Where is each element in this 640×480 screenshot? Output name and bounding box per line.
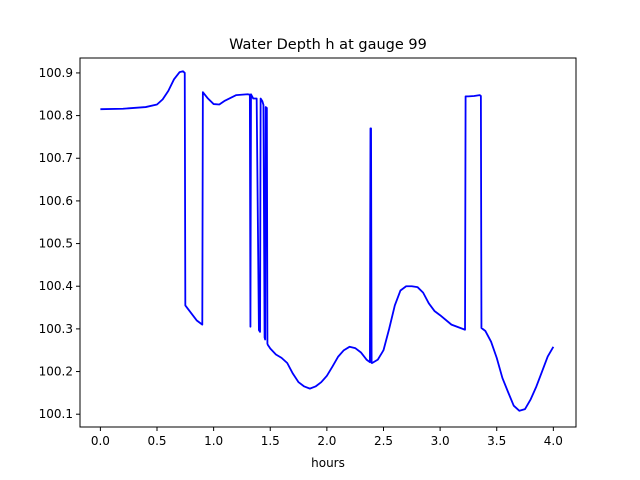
y-axis: 100.1 100.2 100.3 100.4 100.5 100.6 100.7 100.8… bbox=[39, 66, 80, 421]
y-tick-label: 100.8 bbox=[39, 109, 73, 123]
x-tick-label: 2.0 bbox=[317, 434, 336, 448]
water-depth-series-line bbox=[100, 70, 555, 412]
y-tick-label: 100.2 bbox=[39, 365, 73, 379]
x-tick-label: 1.5 bbox=[261, 434, 280, 448]
x-tick-label: 1.0 bbox=[204, 434, 223, 448]
x-tick-label: 0.5 bbox=[147, 434, 166, 448]
plot-area bbox=[100, 70, 555, 412]
y-tick-label: 100.1 bbox=[39, 407, 73, 421]
x-tick-label: 3.5 bbox=[487, 434, 506, 448]
x-tick-label: 2.5 bbox=[374, 434, 393, 448]
x-axis: 0.0 0.5 1.0 1.5 2.0 2.5 3.0 3.5 4.0 bbox=[91, 427, 563, 448]
chart-title: Water Depth h at gauge 99 bbox=[229, 37, 427, 53]
y-tick-label: 100.3 bbox=[39, 322, 73, 336]
y-tick-label: 100.6 bbox=[39, 194, 73, 208]
axes-frame bbox=[79, 57, 577, 428]
y-tick-label: 100.9 bbox=[39, 66, 73, 80]
x-tick-label: 0.0 bbox=[91, 434, 110, 448]
x-tick-label: 4.0 bbox=[544, 434, 563, 448]
x-axis-label: hours bbox=[311, 456, 345, 470]
x-tick-label: 3.0 bbox=[431, 434, 450, 448]
y-tick-label: 100.7 bbox=[39, 151, 73, 165]
y-tick-label: 100.5 bbox=[39, 237, 73, 251]
y-tick-label: 100.4 bbox=[39, 279, 73, 293]
